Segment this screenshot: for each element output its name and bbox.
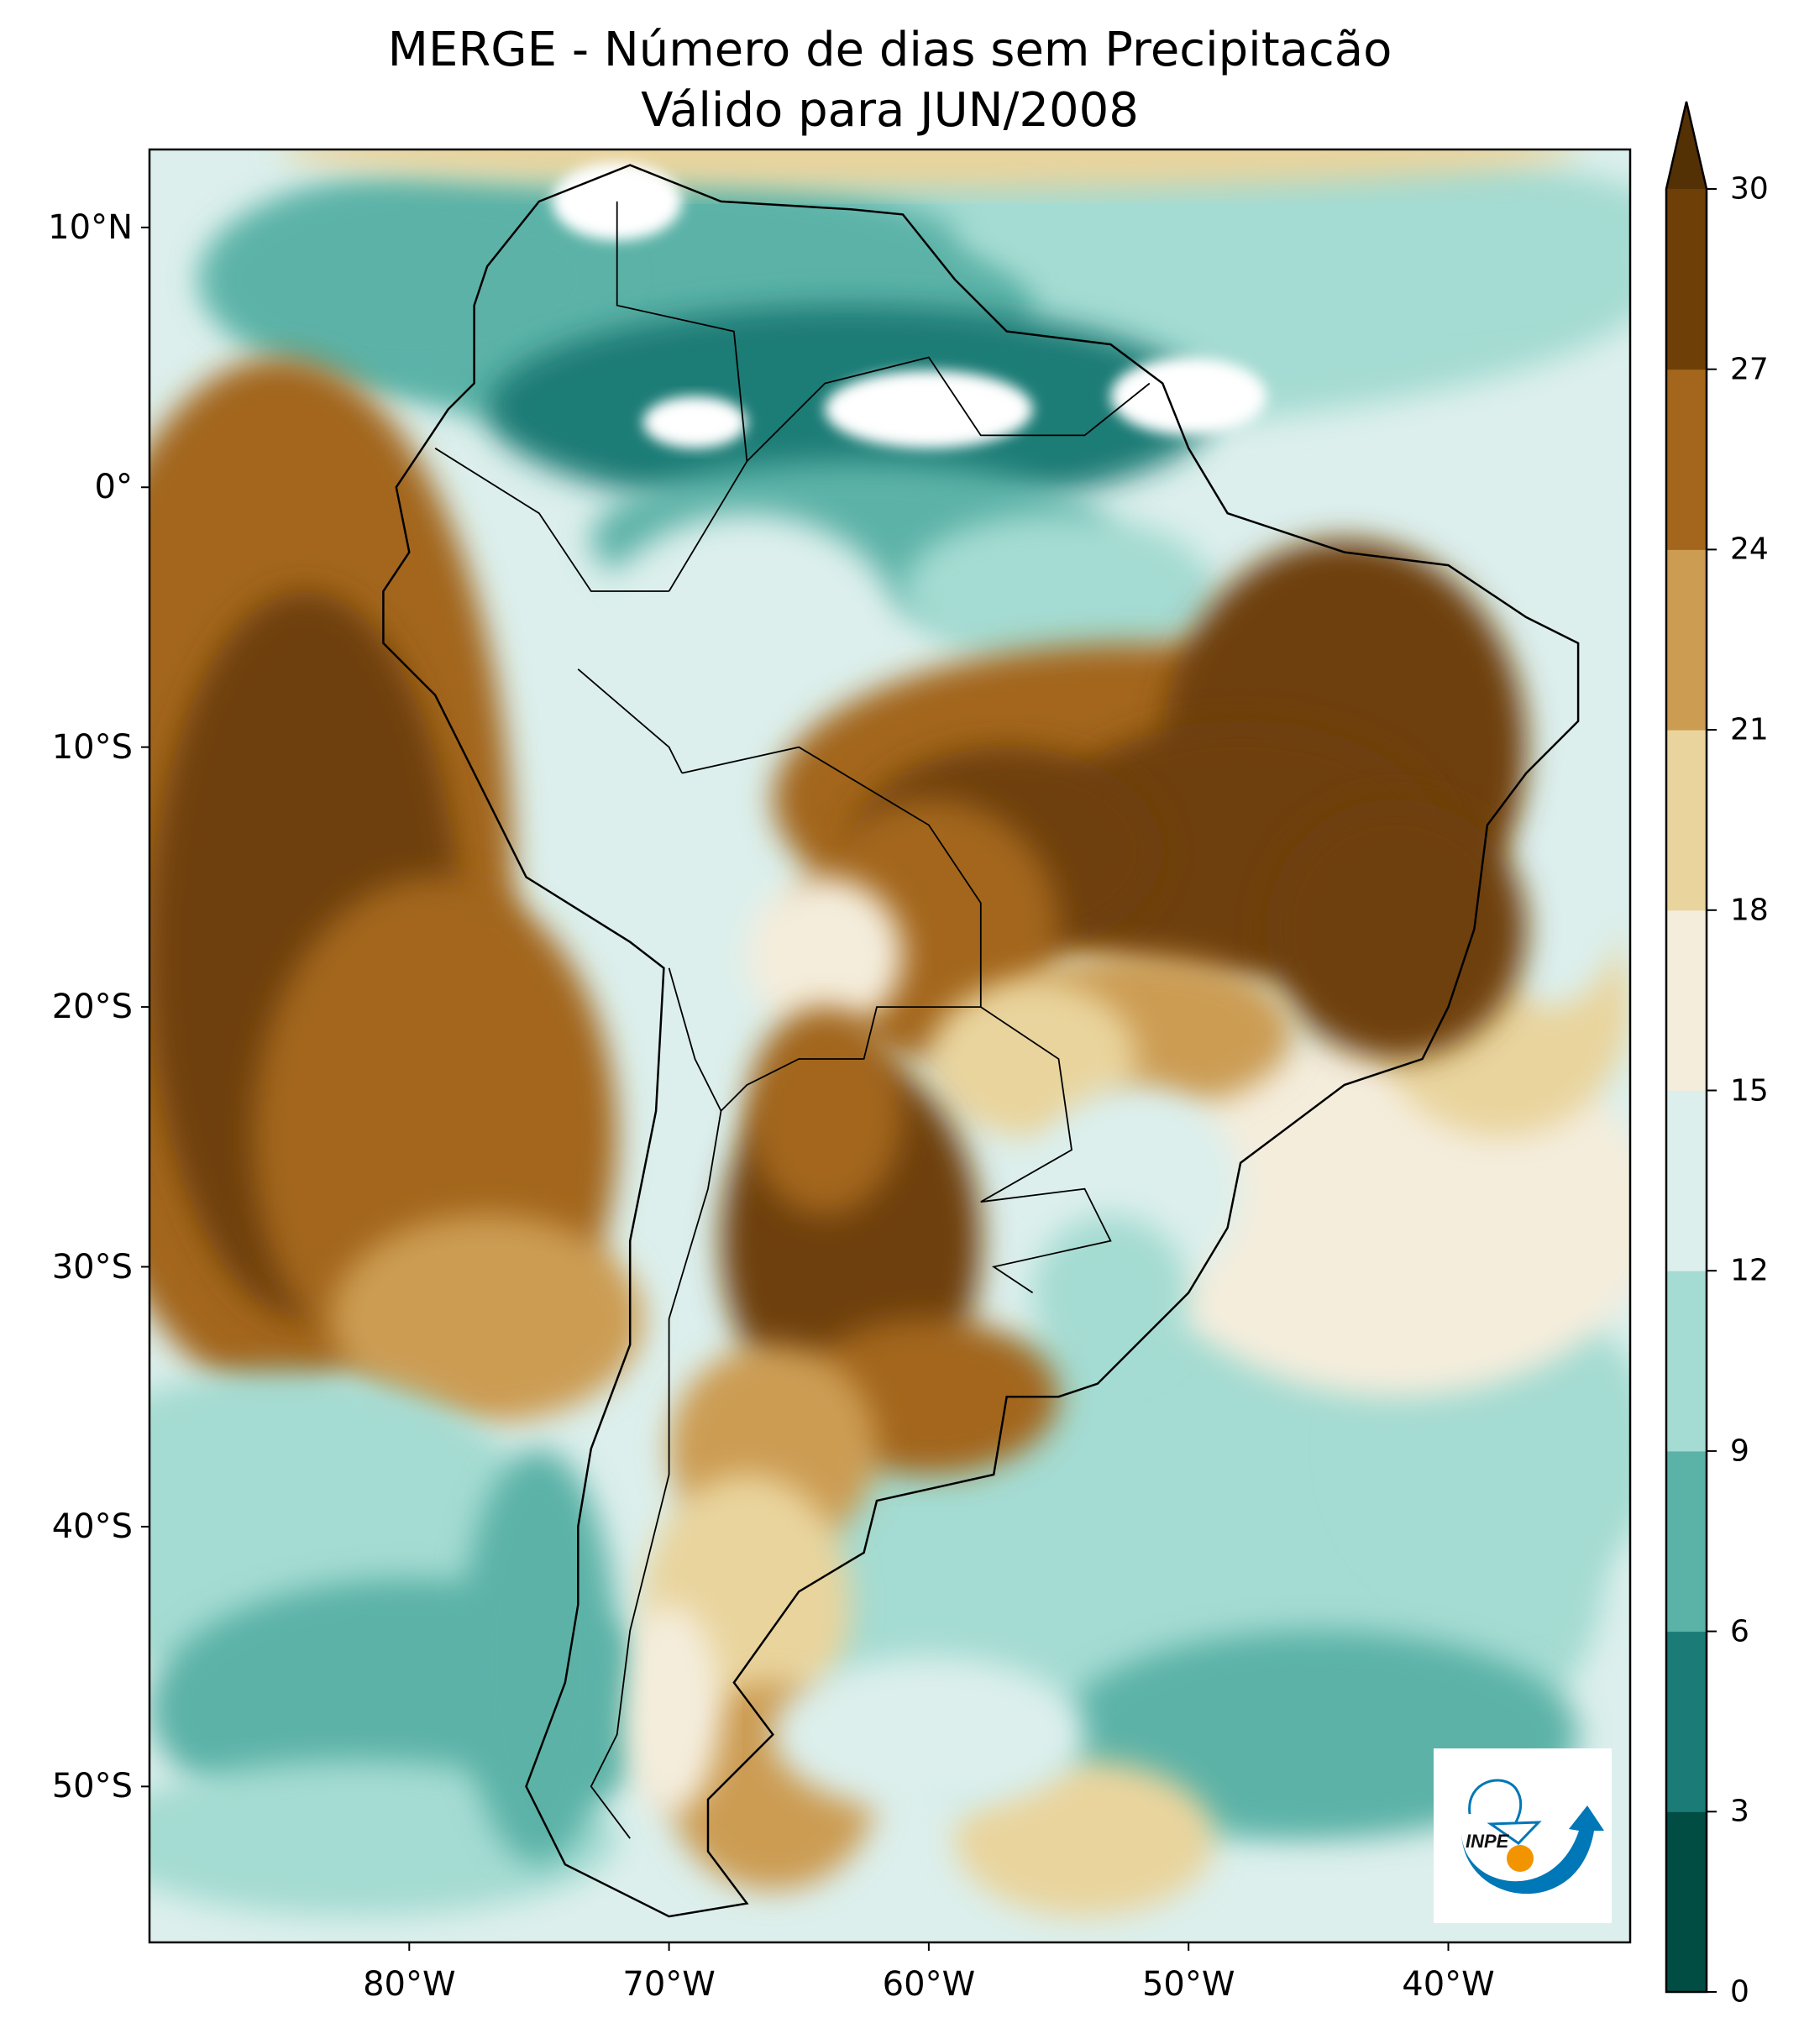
inpe-logo: INPE bbox=[1434, 1748, 1612, 1923]
map-frame bbox=[148, 148, 1632, 1944]
colorbar-tick-label: 12 bbox=[1730, 1253, 1769, 1288]
field-region bbox=[954, 1760, 1215, 1917]
y-tick-label: 50°S bbox=[51, 1767, 133, 1806]
colorbar-swatch bbox=[1666, 1090, 1707, 1271]
x-tick-label: 50°W bbox=[1141, 1965, 1235, 2004]
field-region bbox=[590, 513, 903, 773]
country-border bbox=[577, 668, 683, 774]
field-region bbox=[773, 1656, 1085, 1813]
colorbar-outline bbox=[1665, 101, 1708, 1994]
no-data-patch bbox=[552, 162, 683, 241]
no-data-patch bbox=[825, 370, 1033, 448]
field-region bbox=[902, 513, 1215, 669]
y-tick-label: 0° bbox=[94, 468, 133, 507]
field-region bbox=[461, 1449, 617, 1865]
colorbar-extend-triangle bbox=[1666, 102, 1707, 189]
colorbar-swatch bbox=[1666, 1450, 1707, 1633]
colorbar-tick-label: 21 bbox=[1730, 712, 1769, 747]
country-border bbox=[616, 201, 748, 462]
field-region bbox=[616, 1604, 721, 1813]
field-region bbox=[1032, 1214, 1189, 1371]
colorbar-swatch bbox=[1666, 549, 1707, 731]
field-region bbox=[331, 1214, 643, 1423]
colorbar-tick-label: 3 bbox=[1730, 1794, 1749, 1829]
field-region bbox=[954, 149, 1630, 306]
colorbar-swatch bbox=[1666, 189, 1707, 370]
chart-subtitle: Válido para JUN/2008 bbox=[641, 83, 1139, 138]
x-tick-label: 60°W bbox=[882, 1965, 976, 2004]
country-border bbox=[681, 746, 982, 1112]
y-tick-label: 30°S bbox=[51, 1247, 133, 1287]
colorbar-swatch bbox=[1666, 1271, 1707, 1452]
y-tick-label: 20°S bbox=[51, 988, 133, 1027]
colorbar-tick-label: 6 bbox=[1730, 1614, 1749, 1649]
x-tick-label: 40°W bbox=[1402, 1965, 1495, 2004]
x-tick-label: 70°W bbox=[622, 1965, 716, 2004]
colorbar-tick-label: 27 bbox=[1730, 352, 1769, 387]
svg-text:INPE: INPE bbox=[1466, 1831, 1510, 1852]
colorbar-swatch bbox=[1666, 369, 1707, 550]
colorbar bbox=[1665, 101, 1717, 1994]
y-tick-label: 10°S bbox=[51, 727, 133, 767]
field-region bbox=[928, 981, 1137, 1137]
x-tick-label: 80°W bbox=[363, 1965, 456, 2004]
no-data-patch bbox=[642, 396, 747, 448]
colorbar-tick-label: 15 bbox=[1730, 1073, 1769, 1108]
colorbar-swatch bbox=[1666, 1811, 1707, 1993]
field-region bbox=[201, 175, 617, 384]
colorbar-swatch bbox=[1666, 730, 1707, 911]
y-tick-label: 10°N bbox=[48, 207, 133, 247]
chart-title: MERGE - Número de dias sem Precipitacão bbox=[387, 23, 1392, 77]
field-region bbox=[1266, 799, 1527, 1059]
field-region bbox=[747, 1007, 903, 1215]
colorbar-tick-label: 0 bbox=[1730, 1974, 1749, 2010]
colorbar-tick-label: 18 bbox=[1730, 893, 1769, 928]
colorbar-tick-label: 9 bbox=[1730, 1433, 1749, 1469]
precipitation-field bbox=[149, 149, 1630, 1942]
colorbar-tick-label: 30 bbox=[1730, 171, 1769, 207]
country-border bbox=[434, 448, 669, 592]
colorbar-swatch bbox=[1666, 1631, 1707, 1812]
country-border bbox=[590, 967, 722, 1839]
field-region bbox=[747, 877, 903, 1034]
no-data-patch bbox=[1110, 357, 1266, 436]
y-tick-label: 40°S bbox=[51, 1507, 133, 1546]
colorbar-swatch bbox=[1666, 909, 1707, 1091]
colorbar-tick-label: 24 bbox=[1730, 532, 1769, 567]
coastline bbox=[382, 164, 1580, 1918]
country-border bbox=[980, 1006, 1112, 1294]
